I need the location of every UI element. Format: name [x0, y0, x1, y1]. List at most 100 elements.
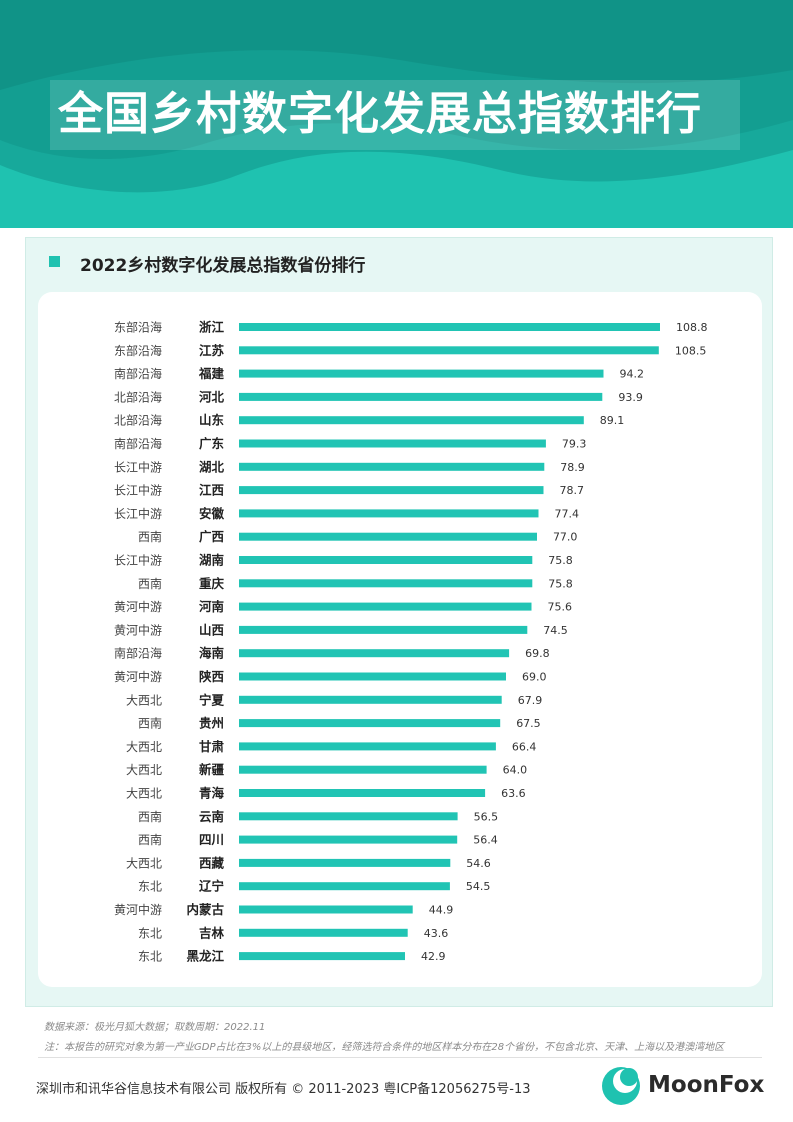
province-label: 青海 — [199, 786, 225, 801]
brand-name: MoonFox — [648, 1072, 765, 1098]
bar — [239, 579, 533, 588]
bar — [239, 742, 496, 751]
copyright-text: 深圳市和讯华谷信息技术有限公司 版权所有 © 2011-2023 粤ICP备12… — [36, 1082, 531, 1097]
region-label: 大西北 — [126, 740, 162, 754]
value-label: 66.4 — [512, 740, 537, 753]
section-marker — [49, 256, 60, 267]
province-label: 黑龙江 — [186, 949, 224, 964]
bar — [239, 835, 458, 844]
chart-panel: 东部沿海 浙江 108.8 东部沿海 江苏 108.5 南部沿海 福建 94.2 北部沿海 河北 93… — [38, 292, 762, 987]
province-label: 山西 — [199, 622, 224, 637]
region-label: 南部沿海 — [114, 436, 162, 451]
province-label: 贵州 — [199, 716, 224, 731]
value-label: 77.0 — [553, 531, 578, 544]
region-label: 东北 — [138, 950, 162, 964]
value-label: 56.4 — [473, 834, 498, 847]
value-label: 75.6 — [548, 601, 573, 614]
province-label: 山东 — [199, 413, 225, 428]
value-label: 108.8 — [676, 321, 708, 334]
bar — [239, 905, 413, 914]
value-label: 75.8 — [548, 554, 573, 567]
section-title: 2022乡村数字化发展总指数省份排行 — [80, 256, 366, 276]
province-label: 甘肃 — [199, 739, 225, 754]
bar — [239, 672, 506, 681]
region-label: 南部沿海 — [114, 646, 162, 661]
province-label: 福建 — [198, 366, 225, 381]
bar — [239, 719, 501, 728]
bar — [239, 532, 537, 541]
bar — [239, 928, 408, 937]
province-label: 江西 — [199, 483, 224, 498]
value-label: 78.7 — [560, 484, 585, 497]
province-label: 内蒙古 — [186, 902, 224, 917]
value-label: 78.9 — [560, 461, 585, 474]
province-label: 西藏 — [199, 855, 225, 870]
value-label: 74.5 — [543, 624, 568, 637]
value-label: 94.2 — [620, 368, 645, 381]
value-label: 43.6 — [424, 927, 449, 940]
region-label: 西南 — [138, 809, 162, 824]
bar — [239, 346, 659, 355]
value-label: 69.0 — [522, 671, 547, 684]
title-backdrop — [50, 80, 740, 150]
region-label: 东北 — [138, 926, 162, 940]
province-label: 湖南 — [199, 553, 225, 568]
value-label: 108.5 — [675, 344, 707, 357]
bar — [239, 882, 450, 891]
bar — [239, 556, 533, 564]
province-label: 四川 — [199, 832, 224, 847]
province-label: 陕西 — [199, 669, 224, 684]
province-label: 安徽 — [199, 506, 225, 521]
value-label: 54.5 — [466, 880, 491, 893]
bar — [239, 812, 458, 821]
header-banner: 全国乡村数字化发展总指数排行 — [0, 0, 793, 228]
value-label: 56.5 — [474, 810, 499, 823]
region-label: 西南 — [138, 716, 162, 731]
region-label: 北部沿海 — [114, 389, 162, 404]
value-label: 44.9 — [429, 904, 454, 917]
banner-wave-decoration — [0, 0, 793, 228]
bar — [239, 765, 487, 774]
value-label: 63.6 — [501, 787, 525, 800]
region-label: 南部沿海 — [114, 366, 162, 381]
region-label: 大西北 — [126, 763, 162, 777]
province-label: 广东 — [199, 436, 225, 451]
bar — [239, 625, 528, 634]
province-label: 辽宁 — [199, 879, 224, 894]
region-label: 黄河中游 — [114, 669, 162, 684]
bar — [239, 952, 405, 961]
region-label: 长江中游 — [114, 483, 162, 498]
province-label: 广西 — [199, 529, 224, 544]
bar — [239, 462, 545, 471]
region-label: 长江中游 — [114, 553, 162, 568]
bar — [239, 789, 486, 797]
province-label: 吉林 — [199, 925, 225, 940]
value-label: 75.8 — [548, 577, 573, 590]
value-label: 89.1 — [600, 414, 625, 427]
region-label: 东部沿海 — [114, 343, 162, 358]
value-label: 42.9 — [421, 950, 446, 963]
value-label: 67.5 — [516, 717, 541, 730]
region-label: 北部沿海 — [114, 413, 162, 428]
province-label: 云南 — [199, 809, 225, 824]
bar — [239, 695, 502, 704]
page-title: 全国乡村数字化发展总指数排行 — [58, 87, 703, 140]
value-label: 64.0 — [503, 764, 528, 777]
value-label: 77.4 — [554, 507, 579, 520]
province-label: 海南 — [199, 646, 225, 661]
province-label: 重庆 — [199, 576, 225, 591]
region-label: 西南 — [138, 576, 162, 591]
bar — [239, 416, 584, 425]
value-label: 67.9 — [518, 694, 543, 707]
bar — [239, 486, 544, 495]
region-label: 长江中游 — [114, 506, 162, 521]
region-label: 西南 — [138, 832, 162, 847]
province-label: 新疆 — [199, 762, 225, 777]
region-label: 西南 — [138, 529, 162, 544]
province-label: 宁夏 — [199, 692, 225, 707]
region-label: 大西北 — [126, 856, 162, 870]
region-label: 东部沿海 — [114, 320, 162, 335]
province-label: 江苏 — [199, 343, 225, 358]
bar — [239, 323, 660, 331]
